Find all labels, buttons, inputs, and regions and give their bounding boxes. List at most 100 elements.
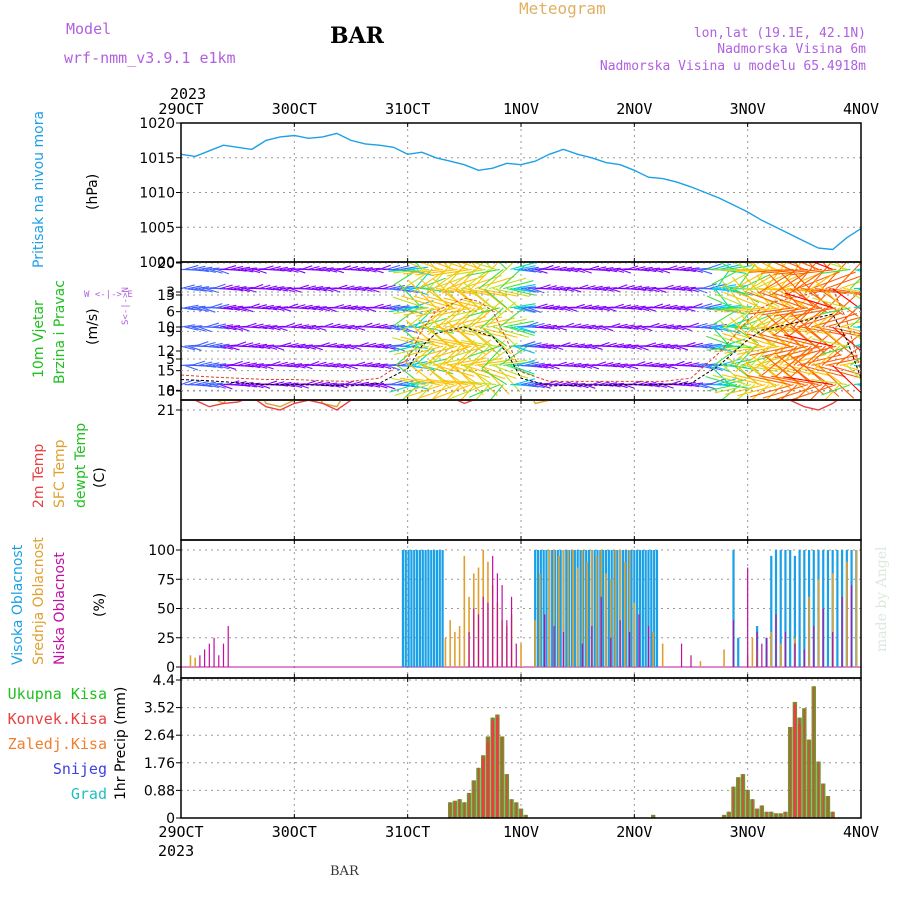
wind-arrow: [255, 364, 268, 369]
wind-arrow: [272, 286, 285, 290]
wind-arrow: [669, 324, 682, 328]
wind-arrow: [181, 324, 196, 328]
wind-arrow: [510, 326, 536, 334]
cloud-bar: [562, 631, 565, 667]
wind-arrow: [545, 380, 557, 386]
cloud-bar: [655, 550, 659, 667]
precip-bar-core: [747, 789, 749, 818]
precip-bar-core: [803, 708, 805, 818]
year-top: 2023: [170, 85, 206, 103]
wind-arrow: [556, 288, 568, 292]
wind-arrow: [283, 288, 295, 293]
wind-arrow: [581, 364, 593, 369]
wind-arrow: [627, 344, 639, 347]
wind-arrow: [524, 361, 539, 366]
wind-arrow: [721, 374, 762, 386]
wind-arrow: [605, 382, 618, 386]
wind-arrow: [662, 307, 675, 310]
wind-arrow: [531, 267, 546, 270]
wind-arrow: [791, 384, 837, 400]
wind-arrow: [368, 267, 381, 270]
wind-arrow: [853, 364, 861, 368]
wind-arrow: [347, 288, 359, 291]
wind-arrow: [464, 364, 506, 380]
wind-arrow: [432, 384, 472, 400]
wind-arrow: [202, 341, 216, 347]
wind-arrow: [386, 326, 401, 331]
wind-arrow: [746, 333, 791, 347]
cloud-bar: [813, 626, 815, 667]
wind-arrow: [706, 384, 738, 392]
pressure-labels: Pritisak na nivou mora (hPa): [31, 111, 101, 268]
wind-arrow: [202, 286, 217, 290]
wind-arrow: [280, 268, 292, 273]
wind-arrow: [244, 267, 258, 270]
wind-arrow: [676, 286, 689, 290]
wind-arrow: [297, 324, 310, 328]
wind-arrow: [701, 384, 717, 390]
precip-legend-total: Ukupna Kisa: [8, 685, 107, 703]
wind-arrow: [467, 288, 502, 315]
wind-arrow: [241, 307, 254, 313]
wind-arrow: [676, 345, 689, 351]
wind-arrow: [549, 265, 560, 270]
precip-bar-core: [477, 767, 480, 818]
wind-arrow: [762, 384, 809, 399]
y-tick-label: 100: [148, 543, 175, 559]
wind-arrow: [690, 342, 703, 347]
wind-arrow: [294, 364, 306, 369]
cloud-bar: [553, 550, 555, 667]
y-tick-label: 1.76: [144, 756, 175, 772]
cloud-bar: [605, 573, 607, 667]
wind-arrow: [365, 342, 377, 347]
wind-arrow: [659, 326, 671, 329]
wind-arrow: [839, 280, 861, 290]
cloud-bar: [832, 631, 834, 667]
wind-arrow: [304, 324, 317, 328]
wind-arrow: [545, 307, 558, 310]
wind-arrow: [478, 268, 504, 290]
wind-arrow: [736, 303, 758, 328]
precip-bar-core: [525, 814, 527, 818]
wind-arrow: [605, 268, 618, 273]
cloud-bar: [559, 550, 562, 667]
wind-arrow: [724, 384, 766, 396]
wind-arrow: [789, 268, 837, 276]
wind-arrow: [556, 266, 568, 270]
wind-arrow: [531, 362, 545, 366]
cloud-bar: [433, 550, 436, 667]
wind-arrow: [786, 307, 826, 339]
wind-arrow: [294, 268, 306, 274]
wind-arrow: [361, 267, 373, 270]
wind-arrow: [308, 265, 320, 270]
wind-arrow: [581, 304, 593, 309]
cloud-bar: [482, 596, 484, 667]
wind-arrow: [634, 361, 646, 366]
wind-arrow: [315, 306, 327, 309]
wind-arrow: [573, 303, 585, 309]
wind-arrow: [563, 362, 575, 366]
wind-arrow: [563, 384, 575, 387]
wind-arrow: [471, 262, 500, 289]
wind-arrow: [605, 307, 617, 312]
y-tick-label: 15: [157, 364, 175, 380]
wind-arrow: [793, 272, 830, 309]
wind-arrow: [814, 288, 861, 296]
wind-arrow: [290, 345, 303, 349]
wind-arrow: [528, 381, 542, 386]
wind-arrow: [860, 384, 861, 385]
wind-arrow: [251, 384, 264, 389]
wind-arrow: [191, 360, 206, 366]
cloud-bar: [548, 550, 551, 667]
wind-arrow: [375, 363, 388, 366]
precip-bar-core: [449, 802, 451, 818]
wind-arrow: [520, 307, 536, 313]
wind-arrow: [669, 285, 682, 290]
wind-arrow: [456, 262, 485, 289]
wind-arrow: [195, 380, 209, 386]
wind-arrow: [761, 364, 795, 392]
wind-arrow: [825, 316, 861, 328]
cloud-bar: [699, 661, 702, 667]
wind-arrow: [818, 326, 857, 358]
wind-arrow: [687, 384, 700, 388]
